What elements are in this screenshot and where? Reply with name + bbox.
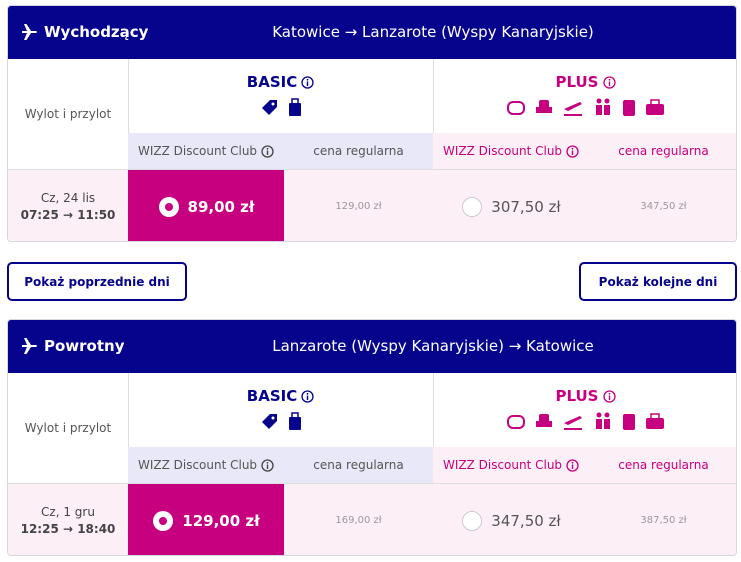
fare-title-row: PLUS <box>433 73 736 91</box>
plus-club-price-cell[interactable]: 347,50 zł <box>433 483 589 555</box>
next-days-button[interactable]: Pokaż kolejne dni <box>579 262 737 301</box>
flight-date: Cz, 1 gru <box>41 505 95 519</box>
fare-name: PLUS <box>555 387 599 405</box>
plus-header: PLUS <box>433 373 736 447</box>
club-price: 307,50 zł <box>491 197 561 216</box>
plus-regular-label-cell: cena regularna <box>589 447 736 483</box>
fare-icons <box>128 411 433 435</box>
fare-name: PLUS <box>555 73 599 91</box>
header-bar: Wychodzący Katowice → Lanzarote (Wyspy Ka… <box>8 6 736 59</box>
bag2-icon <box>646 99 664 115</box>
basic-regular-price-cell[interactable]: 129,00 zł <box>284 169 433 241</box>
date-cell: Cz, 1 gru 12:25 → 18:40 <box>8 483 128 555</box>
plus-club-label-cell: WIZZ Discount Club <box>433 133 589 169</box>
club-label: WIZZ Discount Club <box>442 144 563 158</box>
info-icon <box>566 144 579 158</box>
plus-regular-price-cell[interactable]: 387,50 zł <box>589 483 736 555</box>
takeoff-icon <box>564 416 582 430</box>
flight-date: Cz, 24 lis <box>40 191 96 205</box>
basic-regular-label-cell: cena regularna <box>284 447 433 483</box>
basic-header: BASIC <box>128 59 433 133</box>
club-label: WIZZ Discount Club <box>442 458 563 472</box>
plus-club-price-cell[interactable]: 307,50 zł <box>433 169 589 241</box>
row-header: Wylot i przylot <box>24 107 112 121</box>
radio-button <box>153 510 174 531</box>
seat-icon <box>507 101 525 115</box>
seat-icon <box>507 415 525 429</box>
fare-title-row: PLUS <box>433 387 736 405</box>
suitcase-icon <box>623 100 635 116</box>
info-icon <box>261 458 274 472</box>
plane-icon <box>22 24 37 40</box>
club-price: 89,00 zł <box>187 197 255 216</box>
info-icon <box>566 458 579 472</box>
bag-icon <box>289 98 301 116</box>
direction-label: Wychodzący <box>44 23 149 41</box>
info-icon <box>301 390 314 403</box>
basic-club-label-cell: WIZZ Discount Club <box>128 447 284 483</box>
people-icon <box>596 412 610 429</box>
fare-name: BASIC <box>246 387 298 405</box>
flight-card: Powrotny Lanzarote (Wyspy Kanaryjskie) → … <box>7 319 737 556</box>
plus-regular-price-cell[interactable]: 347,50 zł <box>589 169 736 241</box>
suitcase-icon <box>623 414 635 430</box>
tag-icon <box>262 100 277 115</box>
tag-icon <box>262 414 277 429</box>
route-label: Katowice → Lanzarote (Wyspy Kanaryjskie) <box>272 23 594 41</box>
bag2-icon <box>646 413 664 429</box>
basic-club-label-cell: WIZZ Discount Club <box>128 133 284 169</box>
seat2-icon <box>536 414 552 427</box>
plus-club-label-cell: WIZZ Discount Club <box>433 447 589 483</box>
date-cell: Cz, 24 lis 07:25 → 11:50 <box>8 169 128 241</box>
fare-icons <box>433 411 736 435</box>
basic-header: BASIC <box>128 373 433 447</box>
flight-times: 12:25 → 18:40 <box>20 522 116 536</box>
club-price: 347,50 zł <box>491 511 561 530</box>
radio-button <box>462 510 483 531</box>
fare-icons <box>433 97 736 121</box>
club-price: 129,00 zł <box>182 511 260 530</box>
info-icon <box>261 144 274 158</box>
info-icon <box>301 76 314 89</box>
fare-title-row: BASIC <box>128 387 433 405</box>
people-icon <box>596 98 610 115</box>
direction-label: Powrotny <box>44 337 125 355</box>
seat2-icon <box>536 100 552 113</box>
flight-times: 07:25 → 11:50 <box>20 208 116 222</box>
bag-icon <box>289 412 301 430</box>
basic-club-price-cell[interactable]: 129,00 zł <box>128 483 284 555</box>
fare-icons <box>128 97 433 121</box>
info-icon <box>602 76 616 89</box>
radio-button <box>462 196 483 217</box>
previous-days-button[interactable]: Pokaż poprzednie dni <box>7 262 187 301</box>
header-bar: Powrotny Lanzarote (Wyspy Kanaryjskie) → … <box>8 320 736 373</box>
flight-card: Wychodzący Katowice → Lanzarote (Wyspy Ka… <box>7 5 737 242</box>
basic-regular-price-cell[interactable]: 169,00 zł <box>284 483 433 555</box>
fare-title-row: BASIC <box>128 73 433 91</box>
basic-club-price-cell[interactable]: 89,00 zł <box>128 169 284 241</box>
plus-header: PLUS <box>433 59 736 133</box>
radio-button <box>158 196 179 217</box>
takeoff-icon <box>564 102 582 116</box>
plus-regular-label-cell: cena regularna <box>589 133 736 169</box>
plane-icon <box>22 338 37 354</box>
row-header: Wylot i przylot <box>24 421 112 435</box>
fare-name: BASIC <box>246 73 298 91</box>
club-label: WIZZ Discount Club <box>137 458 258 472</box>
club-label: WIZZ Discount Club <box>137 144 258 158</box>
basic-regular-label-cell: cena regularna <box>284 133 433 169</box>
info-icon <box>602 390 616 403</box>
route-label: Lanzarote (Wyspy Kanaryjskie) → Katowice <box>272 337 594 355</box>
